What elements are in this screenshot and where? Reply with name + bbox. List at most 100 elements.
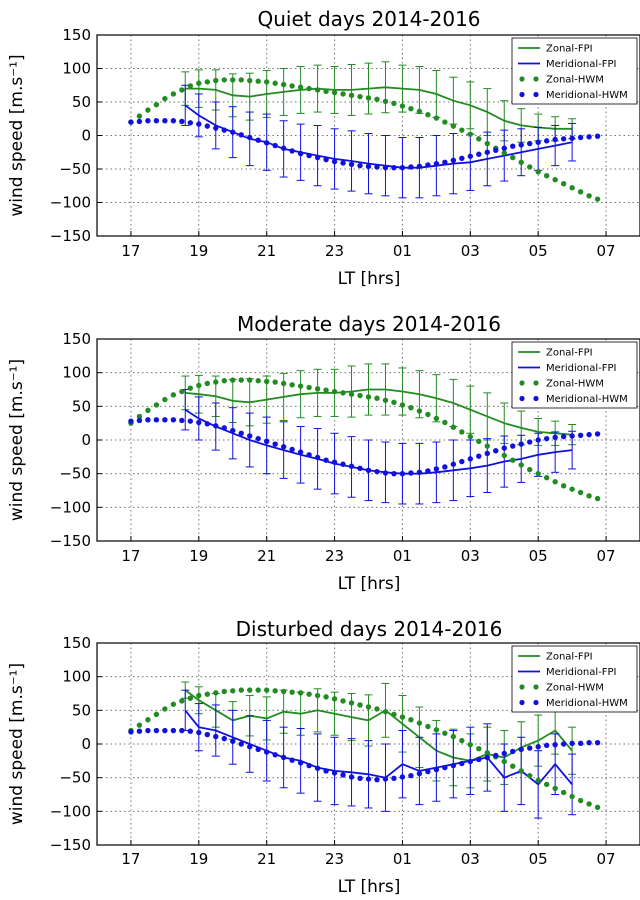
data-point (230, 738, 236, 745)
data-point (145, 417, 151, 423)
data-point (374, 96, 380, 103)
data-point (594, 133, 601, 139)
data-point (476, 746, 482, 752)
data-point (179, 87, 185, 93)
data-point (179, 698, 185, 704)
data-point (552, 136, 558, 143)
data-point (255, 78, 261, 84)
x-tick-label: 19 (189, 547, 208, 565)
data-point (450, 123, 457, 129)
y-tick-label: −100 (50, 194, 91, 212)
data-point (391, 775, 397, 782)
data-point (425, 468, 431, 474)
data-point (153, 118, 160, 124)
y-tick-label: −50 (59, 769, 91, 787)
data-point (263, 140, 270, 146)
data-point (196, 382, 202, 389)
data-point (484, 450, 490, 457)
data-point (136, 118, 143, 125)
data-point (196, 729, 202, 736)
data-point (510, 154, 516, 161)
data-point (459, 458, 465, 465)
data-point (145, 407, 151, 414)
legend-label: Meridional-HWM (546, 698, 628, 709)
data-point (535, 168, 541, 175)
y-tick-label: 0 (81, 127, 91, 145)
data-point (323, 156, 329, 163)
data-point (348, 463, 355, 469)
legend-dot-swatch (519, 699, 525, 706)
data-point (442, 119, 448, 125)
data-point (314, 765, 321, 771)
legend-label: Meridional-FPI (546, 59, 617, 70)
data-point (586, 739, 592, 746)
data-point (560, 181, 567, 187)
data-point (399, 470, 406, 477)
data-point (442, 730, 448, 736)
data-point (280, 688, 287, 695)
series-zonal-hwm (128, 687, 601, 810)
data-point (247, 687, 253, 693)
data-point (187, 120, 194, 126)
data-point (382, 164, 389, 171)
data-point (221, 735, 227, 742)
y-tick-label: 50 (72, 701, 91, 719)
data-point (204, 79, 210, 85)
data-point (289, 446, 295, 453)
data-point (213, 77, 219, 84)
data-point (357, 162, 363, 169)
x-tick-label: 03 (461, 242, 480, 260)
x-tick-label: 01 (393, 850, 412, 868)
data-point (518, 462, 524, 468)
data-point (501, 145, 507, 151)
data-point (187, 695, 194, 701)
data-point (408, 717, 414, 723)
legend: Zonal-FPI Meridional-FPI Zonal-HWM Meridion… (511, 37, 638, 105)
panel-3: 17 19 21 23 01 03 05 07 150 100 50 0 −50 −100 −150 Zona… (7, 617, 640, 897)
data-point (297, 84, 304, 90)
data-point (323, 457, 329, 463)
data-point (450, 157, 457, 163)
data-point (306, 152, 312, 159)
data-point (518, 746, 524, 753)
data-point (459, 760, 465, 767)
data-point (459, 737, 465, 744)
data-point (484, 443, 490, 449)
x-tick-label: 07 (597, 547, 616, 565)
data-point (247, 743, 253, 750)
data-point (153, 727, 160, 734)
data-point (501, 750, 507, 757)
data-point (527, 466, 533, 473)
data-point (314, 692, 321, 699)
data-point (594, 495, 601, 502)
data-point (433, 466, 440, 472)
data-point (374, 706, 380, 712)
legend-dot-swatch (519, 684, 525, 690)
legend-label: Meridional-FPI (546, 667, 617, 678)
data-point (577, 489, 584, 496)
data-point (518, 768, 524, 774)
data-point (433, 115, 440, 121)
data-point (348, 391, 355, 397)
data-point (272, 441, 278, 447)
data-point (374, 776, 380, 783)
series-line (184, 709, 573, 786)
y-tick-label: −100 (50, 802, 91, 820)
data-point (560, 433, 567, 440)
y-tick-label: 100 (62, 668, 91, 686)
y-tick-label: −50 (59, 160, 91, 178)
data-point (527, 772, 533, 779)
data-point (467, 758, 474, 765)
y-tick-label: 0 (81, 431, 91, 449)
legend-dot-swatch (533, 91, 539, 98)
data-point (535, 139, 541, 145)
data-point (577, 740, 584, 747)
data-point (425, 112, 431, 118)
data-point (552, 177, 558, 183)
data-point (476, 453, 482, 459)
data-point (365, 704, 372, 710)
x-tick-label: 01 (393, 547, 412, 565)
series-meridional-hwm (128, 417, 601, 477)
data-point (204, 380, 210, 387)
data-point (297, 690, 304, 696)
